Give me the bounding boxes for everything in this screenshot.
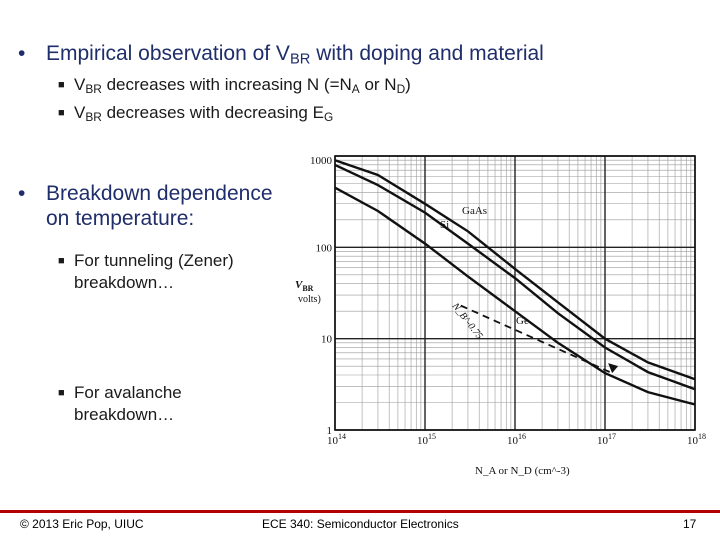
bullet-dot: • — [18, 182, 26, 205]
bullet-temperature: • Breakdown dependence on temperature: — [18, 182, 273, 230]
x-tick-label: 1016 — [507, 432, 526, 447]
arrowhead-icon — [608, 363, 619, 374]
sub-bullet-zener: ■ For tunneling (Zener) breakdown… — [58, 251, 234, 292]
footer-copyright: © 2013 Eric Pop, UIUC — [20, 517, 144, 531]
x-tick-label: 1018 — [687, 432, 706, 447]
footer-page-number: 17 — [683, 517, 697, 531]
si-label: Si — [440, 219, 449, 231]
square-bullet-icon: ■ — [58, 79, 65, 91]
y-axis-unit: volts) — [298, 294, 321, 305]
plot-frame — [334, 155, 696, 431]
gaas-label: GaAs — [462, 205, 487, 217]
y-tick-label: 10 — [321, 334, 333, 346]
y-axis-label: VBR — [295, 279, 314, 293]
x-tick-label: 1014 — [327, 432, 346, 447]
si-curve — [334, 163, 696, 391]
x-tick-label: 1015 — [417, 432, 436, 447]
square-bullet-icon: ■ — [58, 387, 65, 399]
bullet-empirical: • Empirical observation of VBR with dopi… — [18, 42, 544, 68]
slope-dashed-line — [460, 304, 613, 374]
ge-label: Ge — [516, 315, 529, 327]
y-tick-label: 1000 — [310, 155, 333, 167]
sub-bullet-avalanche: ■ For avalanche breakdown… — [58, 383, 182, 424]
y-tick-label: 1 — [327, 425, 333, 437]
gaas-curve — [334, 159, 696, 381]
x-tick-label: 1017 — [597, 432, 616, 447]
square-bullet-icon: ■ — [58, 107, 65, 119]
footer: © 2013 Eric Pop, UIUC ECE 340: Semicondu… — [0, 510, 720, 540]
x-axis-label: N_A or N_D (cm^-3) — [475, 465, 570, 477]
bullet-dot: • — [18, 42, 26, 65]
sub-bullet-bandgap: ■ VBR decreases with decreasing EG — [58, 103, 334, 124]
sub-bullet-doping: ■ VBR decreases with increasing N (=NA o… — [58, 75, 411, 96]
chart-grid — [334, 155, 696, 431]
square-bullet-icon: ■ — [58, 255, 65, 267]
y-tick-label: 100 — [316, 242, 333, 254]
ge-curve — [334, 186, 696, 406]
footer-rule — [0, 510, 720, 513]
chart-curves — [334, 159, 696, 406]
footer-course: ECE 340: Semiconductor Electronics — [262, 517, 459, 531]
